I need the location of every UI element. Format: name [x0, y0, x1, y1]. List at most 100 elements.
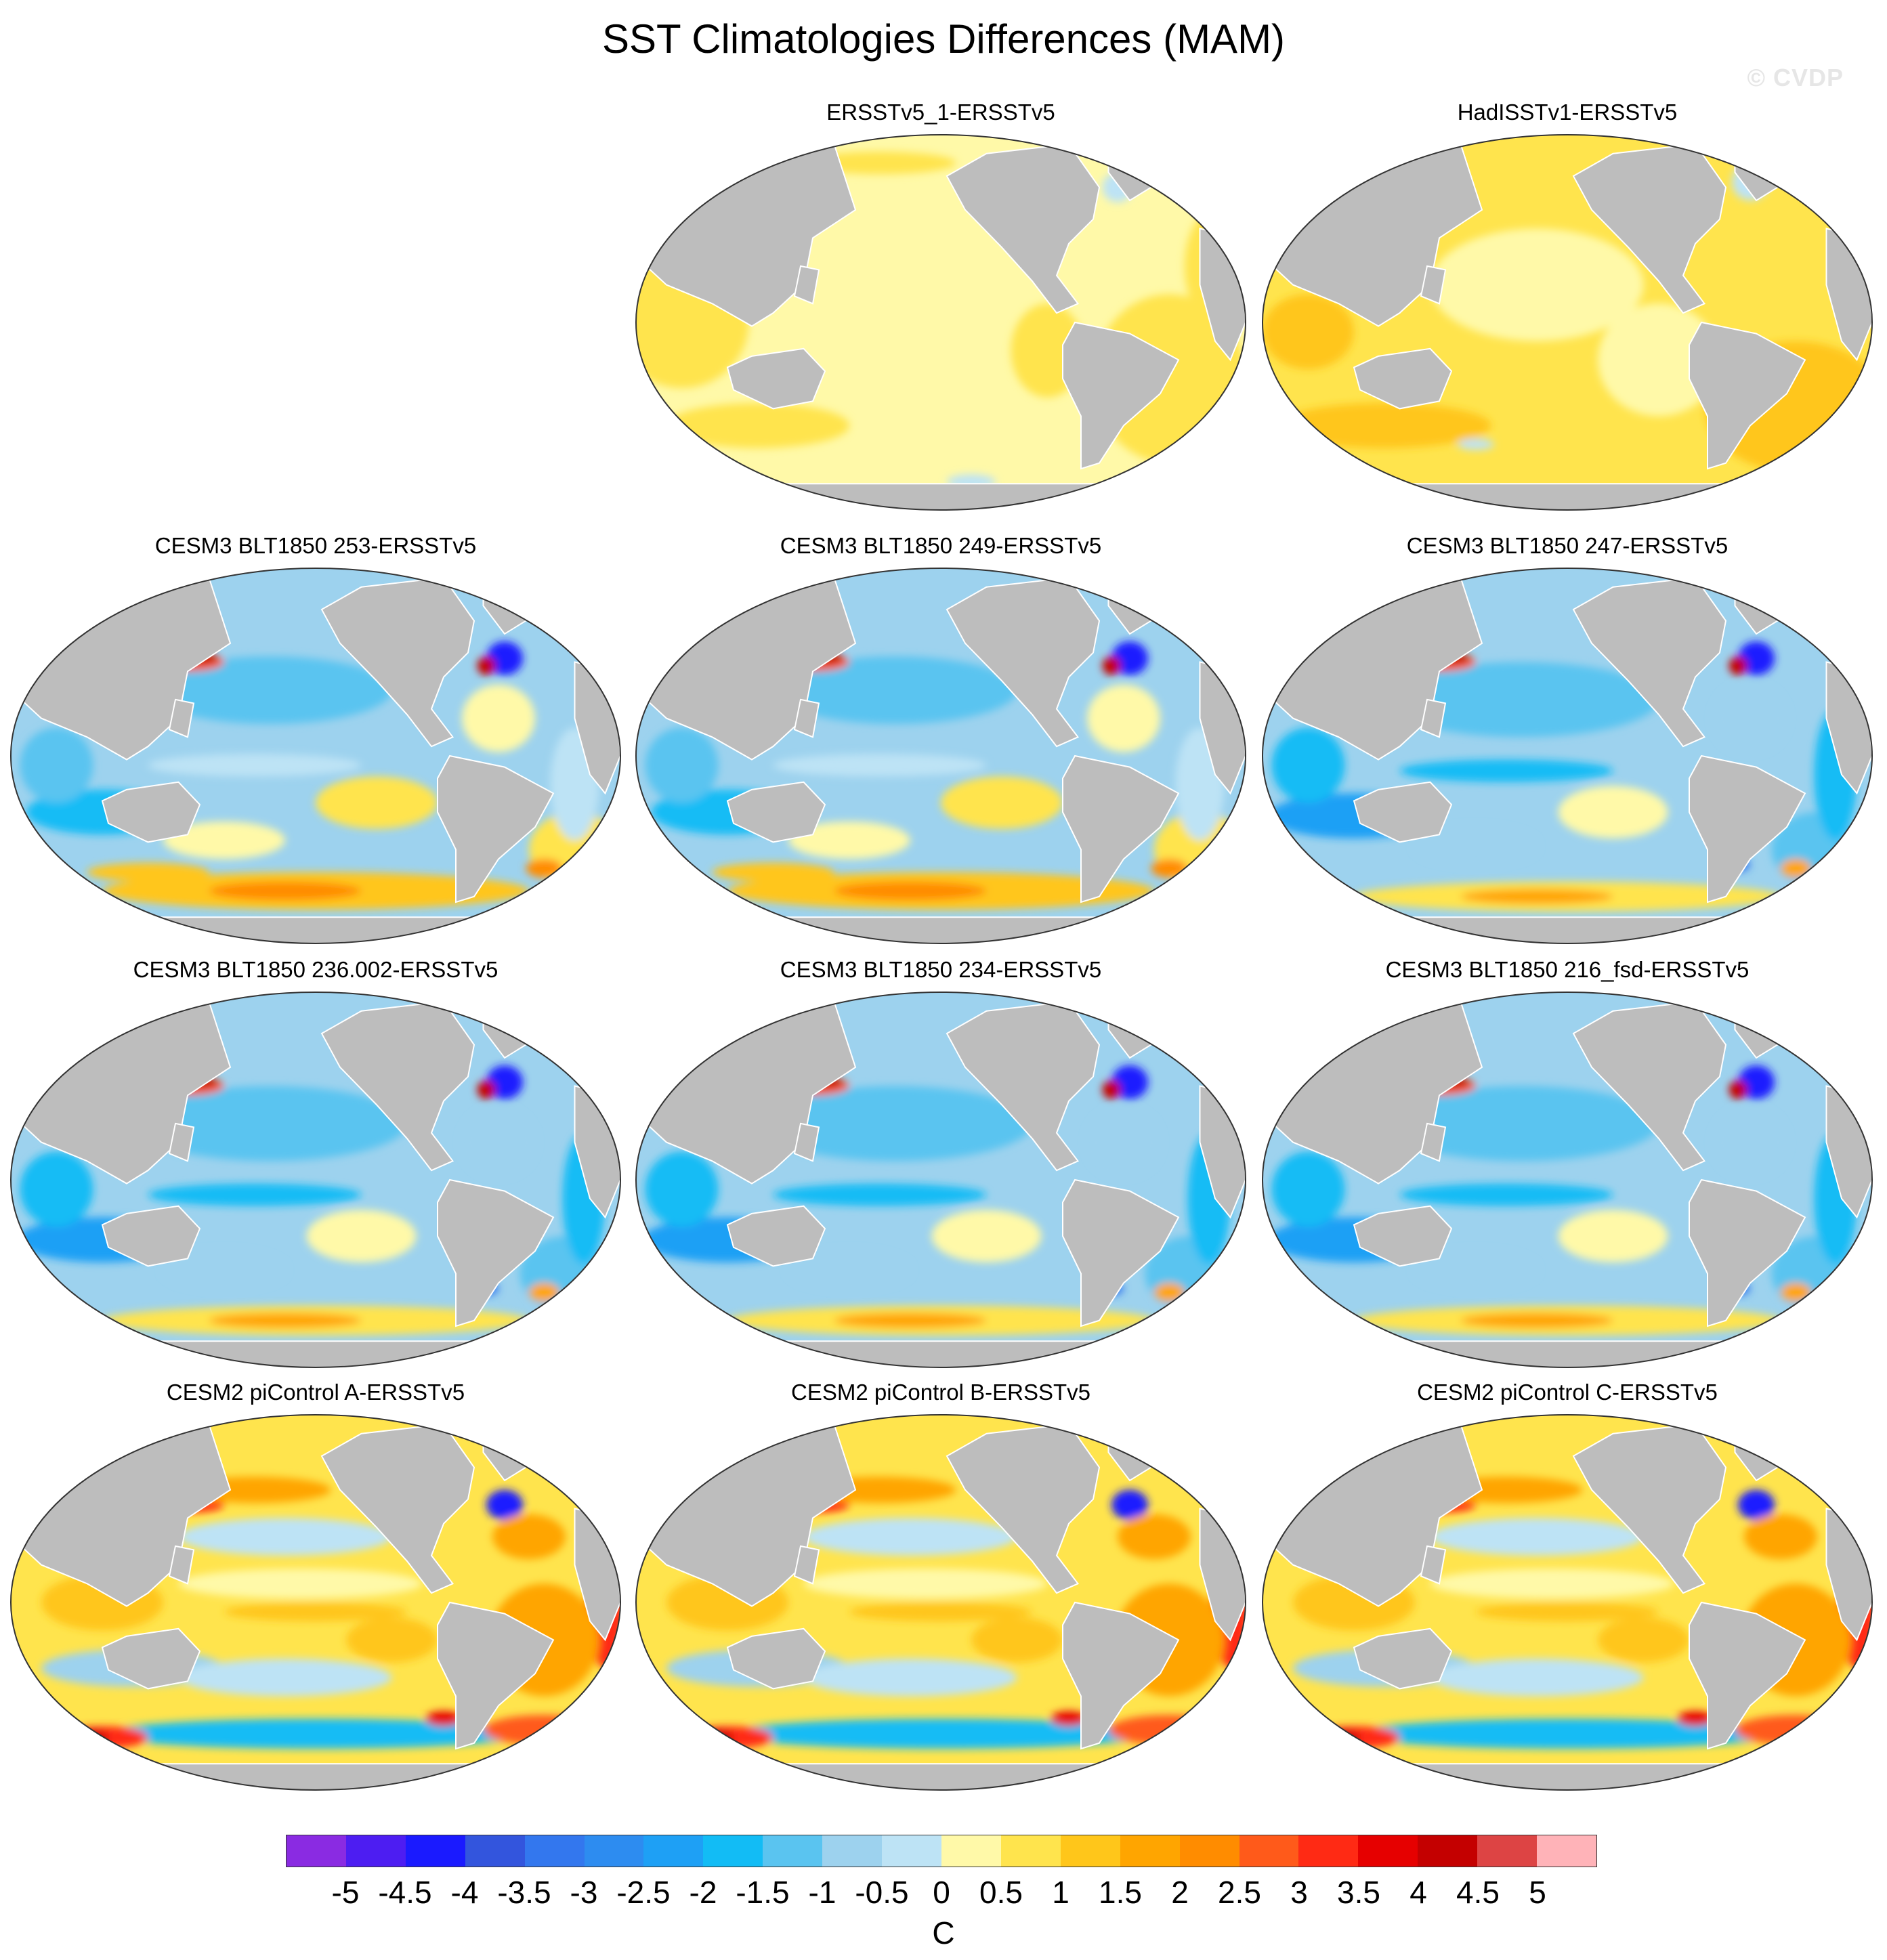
- panel-title: CESM2 piControl A-ERSSTv5: [166, 1380, 465, 1405]
- sst-anomaly-region: [56, 1726, 148, 1749]
- land-asia2: [793, 265, 820, 305]
- sst-anomaly-region: [133, 1086, 407, 1162]
- sst-anomaly-region: [224, 1602, 407, 1621]
- sst-anomaly-region: [803, 1659, 1017, 1697]
- globe-map-icon: [1262, 1414, 1873, 1791]
- land-asia2: [168, 698, 195, 738]
- sst-anomaly-region: [849, 1602, 1032, 1621]
- sst-anomaly-region: [788, 821, 910, 859]
- sst-anomaly-region: [102, 1718, 529, 1749]
- colorbar-tick-label: -1.5: [736, 1875, 790, 1910]
- land-namerica: [946, 1000, 1101, 1172]
- sst-anomaly-region: [681, 1726, 773, 1749]
- sst-anomaly-region: [1744, 1514, 1817, 1560]
- sst-anomaly-region: [712, 862, 834, 882]
- sst-anomaly-region: [1738, 641, 1775, 675]
- sst-anomaly-region: [178, 1518, 392, 1556]
- sst-anomaly-region: [66, 1730, 108, 1745]
- colorbar-swatch: [882, 1835, 941, 1867]
- map-outline: [635, 134, 1246, 511]
- sst-anomaly-region: [425, 1711, 462, 1726]
- map-outline: [1262, 992, 1873, 1368]
- sst-anomaly-region: [803, 1569, 1048, 1599]
- colorbar-tick-label: 0.5: [979, 1875, 1023, 1910]
- sst-anomaly-region: [1111, 1065, 1148, 1099]
- sst-anomaly-region: [834, 1313, 987, 1328]
- land-antarctica: [1353, 1340, 1781, 1367]
- sst-anomaly-region: [486, 641, 523, 675]
- land-samerica: [1062, 1178, 1180, 1327]
- map-outline: [1262, 568, 1873, 944]
- sst-anomaly-region: [346, 1617, 438, 1663]
- colorbar-tick-label: -4: [450, 1875, 479, 1910]
- watermark: © CVDP: [1747, 64, 1844, 91]
- land-asia2: [168, 1122, 195, 1162]
- sst-anomaly-region: [1714, 684, 1787, 752]
- sst-anomaly-region: [1558, 786, 1668, 838]
- map-panel: CESM3 BLT1850 249-ERSSTv5: [633, 532, 1248, 945]
- colorbar-tick-label: 1.5: [1099, 1875, 1142, 1910]
- land-asia2: [793, 698, 820, 738]
- globe-map-icon: [1262, 568, 1873, 944]
- land-samerica: [437, 1178, 555, 1327]
- land-samerica: [437, 754, 555, 903]
- colorbar: [286, 1835, 1597, 1867]
- sst-anomaly-region: [1399, 759, 1613, 782]
- land-samerica: [1062, 321, 1180, 470]
- map-panel: CESM3 BLT1850 216_fsd-ERSSTv5: [1260, 956, 1875, 1369]
- panel-title: CESM3 BLT1850 247-ERSSTv5: [1406, 533, 1729, 558]
- sst-anomaly-region: [148, 754, 362, 777]
- map-outline: [635, 568, 1246, 944]
- sst-anomaly-region: [1415, 1251, 1537, 1289]
- land-namerica: [1572, 1000, 1727, 1172]
- sst-anomaly-region: [1729, 1080, 1747, 1099]
- sst-anomaly-region: [691, 1730, 734, 1745]
- land-asia2: [793, 1545, 820, 1585]
- land-samerica: [1689, 1178, 1806, 1327]
- land-antarctica: [1353, 916, 1781, 943]
- land-namerica: [946, 1423, 1101, 1594]
- colorbar-swatch: [763, 1835, 823, 1867]
- sst-anomaly-region: [529, 1283, 559, 1302]
- colorbar-swatch: [584, 1835, 644, 1867]
- land-antarctica: [1353, 483, 1781, 510]
- colorbar-tick-label: 5: [1529, 1875, 1546, 1910]
- sst-anomaly-region: [483, 1715, 606, 1745]
- sst-anomaly-region: [1714, 1108, 1787, 1176]
- colorbar-swatch: [1418, 1835, 1478, 1867]
- sst-anomaly-region: [209, 1313, 362, 1328]
- sst-anomaly-region: [148, 656, 392, 724]
- globe-map-icon: [635, 992, 1246, 1368]
- map-outline: [635, 992, 1246, 1368]
- sst-anomaly-region: [20, 727, 93, 803]
- land-antarctica: [727, 1340, 1155, 1367]
- sst-anomaly-region: [666, 403, 849, 448]
- globe-map-icon: [10, 992, 621, 1368]
- panel-title: CESM3 BLT1850 253-ERSSTv5: [154, 533, 477, 558]
- land-namerica: [320, 1423, 475, 1594]
- land-australia: [726, 781, 826, 843]
- sst-anomaly-region: [486, 1065, 523, 1099]
- land-samerica: [1689, 1601, 1806, 1750]
- sst-anomaly-region: [1118, 1514, 1191, 1560]
- land-australia: [1353, 1627, 1453, 1690]
- globe-map-icon: [1262, 992, 1873, 1368]
- land-asia2: [168, 1545, 195, 1585]
- land-antarctica: [1353, 1763, 1781, 1790]
- sst-anomaly-region: [492, 1514, 566, 1560]
- sst-anomaly-region: [209, 881, 362, 901]
- colorbar-tick-label: -2: [689, 1875, 717, 1910]
- panel-title: CESM3 BLT1850 249-ERSSTv5: [780, 533, 1102, 558]
- land-australia: [101, 781, 201, 843]
- colorbar-tick-label: 0: [933, 1875, 950, 1910]
- land-namerica: [946, 576, 1101, 748]
- map-outline: [1262, 134, 1873, 511]
- sst-anomaly-region: [727, 1718, 1154, 1749]
- map-panel: ERSSTv5_1-ERSSTv5: [633, 99, 1248, 512]
- land-namerica: [320, 576, 475, 748]
- land-antarctica: [727, 1763, 1155, 1790]
- globe-map-icon: [10, 1414, 621, 1791]
- globe-map-icon: [635, 134, 1246, 511]
- colorbar-swatch: [1358, 1835, 1418, 1867]
- colorbar-swatch: [703, 1835, 763, 1867]
